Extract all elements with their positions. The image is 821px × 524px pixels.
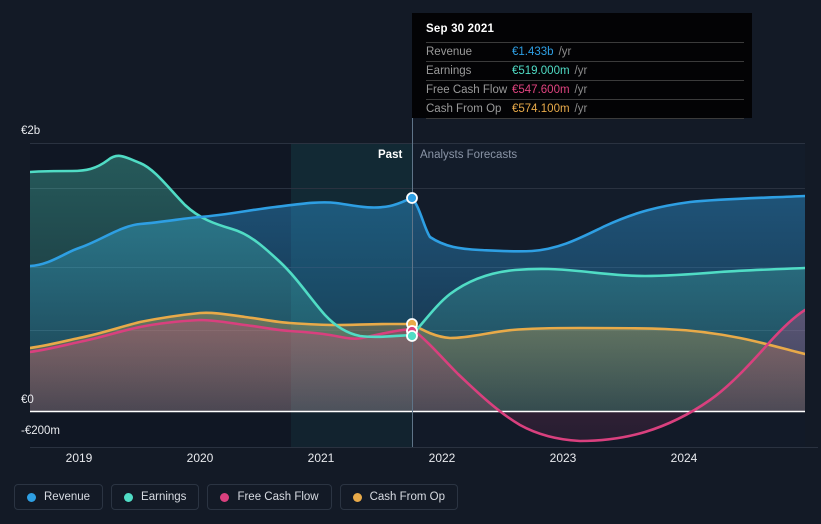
recent-past-band-neg — [291, 411, 412, 447]
tooltip-value-revenue: €1.433b — [512, 46, 554, 58]
legend-label-earnings: Earnings — [141, 491, 187, 503]
legend-dot-free-cash-flow-icon — [220, 492, 230, 502]
area-free-cash-flow — [30, 310, 805, 441]
legend-dot-earnings-icon — [124, 492, 134, 502]
tooltip-value-free-cash-flow: €547.600m — [512, 84, 570, 96]
tooltip-date: Sep 30 2021 — [426, 23, 495, 35]
legend-item-earnings[interactable]: Earnings — [111, 484, 200, 510]
tooltip-row-free-cash-flow: Free Cash Flow €547.600m /yr — [426, 80, 744, 99]
chart-legend: Revenue Earnings Free Cash Flow Cash Fro… — [14, 484, 459, 510]
tooltip-label-cash-from-op: Cash From Op — [426, 103, 502, 115]
x-axis-label-2023: 2023 — [549, 451, 577, 465]
x-axis-label-2020: 2020 — [186, 451, 214, 465]
legend-label-cash-from-op: Cash From Op — [369, 491, 446, 503]
tooltip-unit-free-cash-flow: /yr — [574, 84, 588, 96]
tooltip-unit-cash-from-op: /yr — [574, 103, 588, 115]
tooltip-row-earnings: Earnings €519.000m /yr — [426, 61, 744, 80]
y-axis-label-0: €0 — [21, 394, 34, 406]
line-earnings — [30, 154, 805, 339]
x-axis-label-2024: 2024 — [670, 451, 698, 465]
y-axis-label-2b: €2b — [21, 125, 41, 137]
tooltip-label-revenue: Revenue — [426, 46, 473, 58]
line-cash-from-op — [30, 311, 805, 356]
legend-dot-revenue-icon — [27, 492, 36, 502]
tooltip-label-free-cash-flow: Free Cash Flow — [426, 84, 508, 96]
tooltip-unit-earnings: /yr — [574, 65, 588, 77]
tooltip-value-earnings: €519.000m — [512, 65, 570, 77]
tooltip-row-revenue: Revenue €1.433b /yr — [426, 42, 744, 61]
past-label: Past — [378, 149, 403, 161]
marker-revenue — [406, 192, 418, 204]
legend-item-cash-from-op[interactable]: Cash From Op — [339, 484, 459, 510]
tooltip-row-cash-from-op: Cash From Op €574.100m /yr — [426, 99, 744, 119]
legend-item-revenue[interactable]: Revenue — [14, 484, 104, 510]
legend-item-free-cash-flow[interactable]: Free Cash Flow — [207, 484, 332, 510]
tooltip-label-earnings: Earnings — [426, 65, 472, 77]
tooltip-value-cash-from-op: €574.100m — [512, 103, 570, 115]
marker-earnings — [406, 330, 418, 342]
legend-label-free-cash-flow: Free Cash Flow — [237, 491, 319, 503]
forecast-label: Analysts Forecasts — [420, 149, 518, 161]
chart-tooltip: Sep 30 2021 Revenue €1.433b /yr Earnings… — [412, 13, 752, 119]
y-axis-label-neg: -€200m — [21, 425, 60, 437]
x-axis-label-2021: 2021 — [307, 451, 335, 465]
x-axis-label-2019: 2019 — [65, 451, 93, 465]
x-axis-label-2022: 2022 — [428, 451, 456, 465]
legend-dot-cash-from-op-icon — [352, 492, 362, 502]
tooltip-unit-revenue: /yr — [558, 46, 572, 58]
legend-label-revenue: Revenue — [44, 491, 91, 503]
